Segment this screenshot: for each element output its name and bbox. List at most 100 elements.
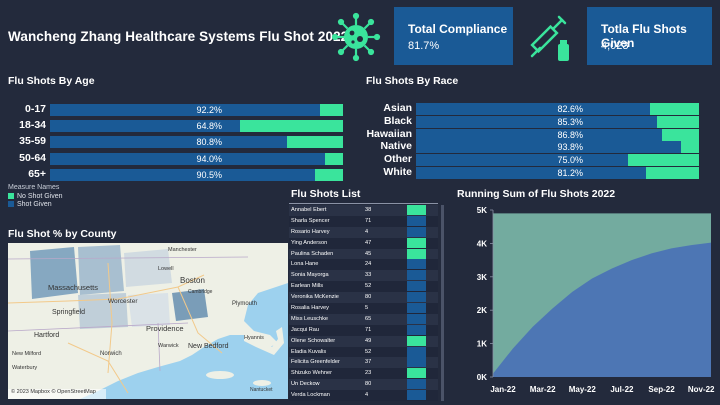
list-item-status-cell bbox=[407, 357, 426, 368]
list-item-name: Miss Leuschke bbox=[291, 315, 328, 322]
list-item-name: Annabel Ebert bbox=[291, 207, 327, 213]
list-item[interactable]: Shizuko Wehner 23 bbox=[289, 368, 438, 380]
list-item-age: 37 bbox=[365, 359, 372, 366]
y-tick-label: 1K bbox=[477, 340, 487, 349]
list-header-divider bbox=[289, 203, 438, 204]
svg-text:Worcester: Worcester bbox=[108, 298, 138, 305]
list-item-name: Sonia Mayorga bbox=[291, 272, 329, 279]
race-row-pct-label: 93.8% bbox=[557, 142, 584, 153]
list-item-name: Jacqui Rau bbox=[291, 326, 319, 333]
race-row-pct-label: 81.2% bbox=[557, 168, 584, 178]
list-item-name: Verda Lockman bbox=[291, 392, 330, 399]
race-row-bar[interactable]: 81.2% bbox=[416, 167, 699, 179]
list-section-title: Flu Shots List bbox=[291, 188, 361, 200]
list-item[interactable]: Rosalia Harvey 5 bbox=[289, 303, 438, 314]
race-row-bar[interactable]: 86.8% bbox=[416, 128, 699, 141]
list-item-age: 80 bbox=[365, 294, 372, 301]
race-row-bar[interactable]: 85.3% bbox=[416, 115, 699, 128]
list-item-status-cell bbox=[407, 292, 426, 303]
list-item[interactable]: Eladia Kuvalis 52 bbox=[289, 346, 438, 358]
flu-shots-list[interactable]: Annabel Ebert 38 Sharla Spencer 71 Rosario H… bbox=[289, 205, 438, 401]
area-series-running-sum bbox=[493, 242, 711, 377]
list-item-age: 33 bbox=[365, 272, 372, 279]
race-section-title: Flu Shots By Race bbox=[366, 75, 459, 87]
svg-text:Waterbury: Waterbury bbox=[12, 365, 37, 371]
list-scrollbar[interactable] bbox=[441, 205, 444, 401]
list-item-age: 65 bbox=[365, 315, 372, 322]
age-row-label: 65+ bbox=[28, 167, 46, 180]
list-item[interactable]: Earlean Mills 52 bbox=[289, 281, 438, 293]
x-tick-label: May-22 bbox=[569, 385, 597, 394]
x-tick-label: Nov-22 bbox=[688, 385, 715, 394]
list-item[interactable]: Ying Anderson 47 bbox=[289, 237, 438, 249]
list-item[interactable]: Olene Schowalter 49 bbox=[289, 335, 438, 347]
list-item-age: 5 bbox=[365, 305, 369, 312]
svg-text:Nantucket: Nantucket bbox=[250, 387, 273, 393]
race-row-label: Black bbox=[383, 114, 412, 127]
age-row-bar[interactable]: 94.0% bbox=[50, 152, 343, 165]
total-flu-shots-label: Totla Flu Shots Given bbox=[601, 22, 687, 50]
legend-item-no-shot: No Shot Given bbox=[8, 193, 63, 200]
total-flu-shots-value: 4,023 bbox=[601, 40, 629, 52]
y-tick-label: 0K bbox=[477, 373, 487, 382]
list-item[interactable]: Felicita Greenfelder 37 bbox=[289, 357, 438, 369]
x-tick-label: Sep-22 bbox=[648, 385, 675, 394]
list-item[interactable]: Jacqui Rau 71 bbox=[289, 324, 438, 336]
county-map[interactable]: Boston Lowell Cambridge Worcester Massac… bbox=[8, 243, 288, 399]
total-compliance-value: 81.7% bbox=[408, 40, 440, 52]
list-item[interactable]: Paulina Schaden 45 bbox=[289, 248, 438, 260]
age-row-bar[interactable]: 80.8% bbox=[50, 136, 343, 149]
race-row-label: Asian bbox=[383, 102, 412, 114]
y-tick-label: 2K bbox=[477, 306, 487, 315]
list-item-status-cell bbox=[407, 215, 426, 226]
list-item[interactable]: Lona Hane 24 bbox=[289, 259, 438, 271]
list-item-status-cell bbox=[407, 237, 426, 248]
svg-text:Manchester: Manchester bbox=[168, 247, 197, 253]
list-item-name: Olene Schowalter bbox=[291, 337, 336, 344]
age-row-pct-label: 94.0% bbox=[196, 153, 223, 164]
list-item-name: Rosalia Harvey bbox=[291, 305, 329, 312]
list-item-age: 4 bbox=[365, 392, 369, 399]
x-tick-label: Jul-22 bbox=[610, 385, 634, 394]
age-row-pct-label: 92.2% bbox=[196, 105, 223, 115]
age-row-label: 0-17 bbox=[24, 103, 46, 115]
chart-title: Running Sum of Flu Shots 2022 bbox=[457, 188, 616, 200]
list-item[interactable]: Un Deckow 80 bbox=[289, 379, 438, 391]
age-row-no-shot-segment bbox=[315, 168, 343, 181]
list-item[interactable]: Miss Leuschke 65 bbox=[289, 313, 438, 325]
list-item[interactable]: Veronika McKenzie 80 bbox=[289, 292, 438, 304]
age-row-bar[interactable]: 92.2% bbox=[50, 104, 343, 116]
race-row-bar[interactable]: 75.0% bbox=[416, 154, 699, 167]
y-tick-label: 5K bbox=[477, 206, 487, 215]
list-item-name: Earlean Mills bbox=[291, 283, 324, 290]
list-item-name: Lona Hane bbox=[291, 261, 319, 268]
list-item[interactable]: Verda Lockman 4 bbox=[289, 390, 438, 401]
list-item-age: 23 bbox=[365, 370, 372, 377]
age-row-bar[interactable]: 64.8% bbox=[50, 120, 343, 133]
list-item-status-cell bbox=[407, 270, 426, 281]
list-item-name: Rosario Harvey bbox=[291, 228, 330, 235]
map-label-boston: Boston bbox=[180, 276, 205, 285]
age-row-pct-label: 64.8% bbox=[196, 121, 223, 132]
race-row-bar[interactable]: 93.8% bbox=[416, 141, 699, 154]
race-row-no-shot-segment bbox=[628, 154, 699, 167]
list-item[interactable]: Rosario Harvey 4 bbox=[289, 226, 438, 238]
race-row-bar[interactable]: 82.6% bbox=[416, 103, 699, 115]
list-item-status-cell bbox=[407, 226, 426, 237]
legend-item-shot-given: Shot Given bbox=[8, 201, 63, 208]
map-attribution: © 2023 Mapbox © OpenStreetMap bbox=[11, 389, 96, 395]
list-item-status-cell bbox=[407, 313, 426, 324]
race-row-pct-label: 85.3% bbox=[557, 116, 584, 127]
list-item-status-cell bbox=[407, 205, 426, 215]
list-item[interactable]: Annabel Ebert 38 bbox=[289, 205, 438, 216]
race-row-pct-label: 86.8% bbox=[557, 129, 584, 140]
list-item-age: 47 bbox=[365, 239, 372, 246]
age-row-bar[interactable]: 90.5% bbox=[50, 168, 343, 181]
age-section-title: Flu Shots By Age bbox=[8, 75, 95, 87]
list-item-status-cell bbox=[407, 368, 426, 379]
list-item[interactable]: Sonia Mayorga 33 bbox=[289, 270, 438, 282]
list-item[interactable]: Sharla Spencer 71 bbox=[289, 215, 438, 227]
svg-text:Hyannis: Hyannis bbox=[244, 335, 264, 341]
svg-text:New Bedford: New Bedford bbox=[188, 343, 229, 350]
race-row-no-shot-segment bbox=[649, 103, 699, 115]
